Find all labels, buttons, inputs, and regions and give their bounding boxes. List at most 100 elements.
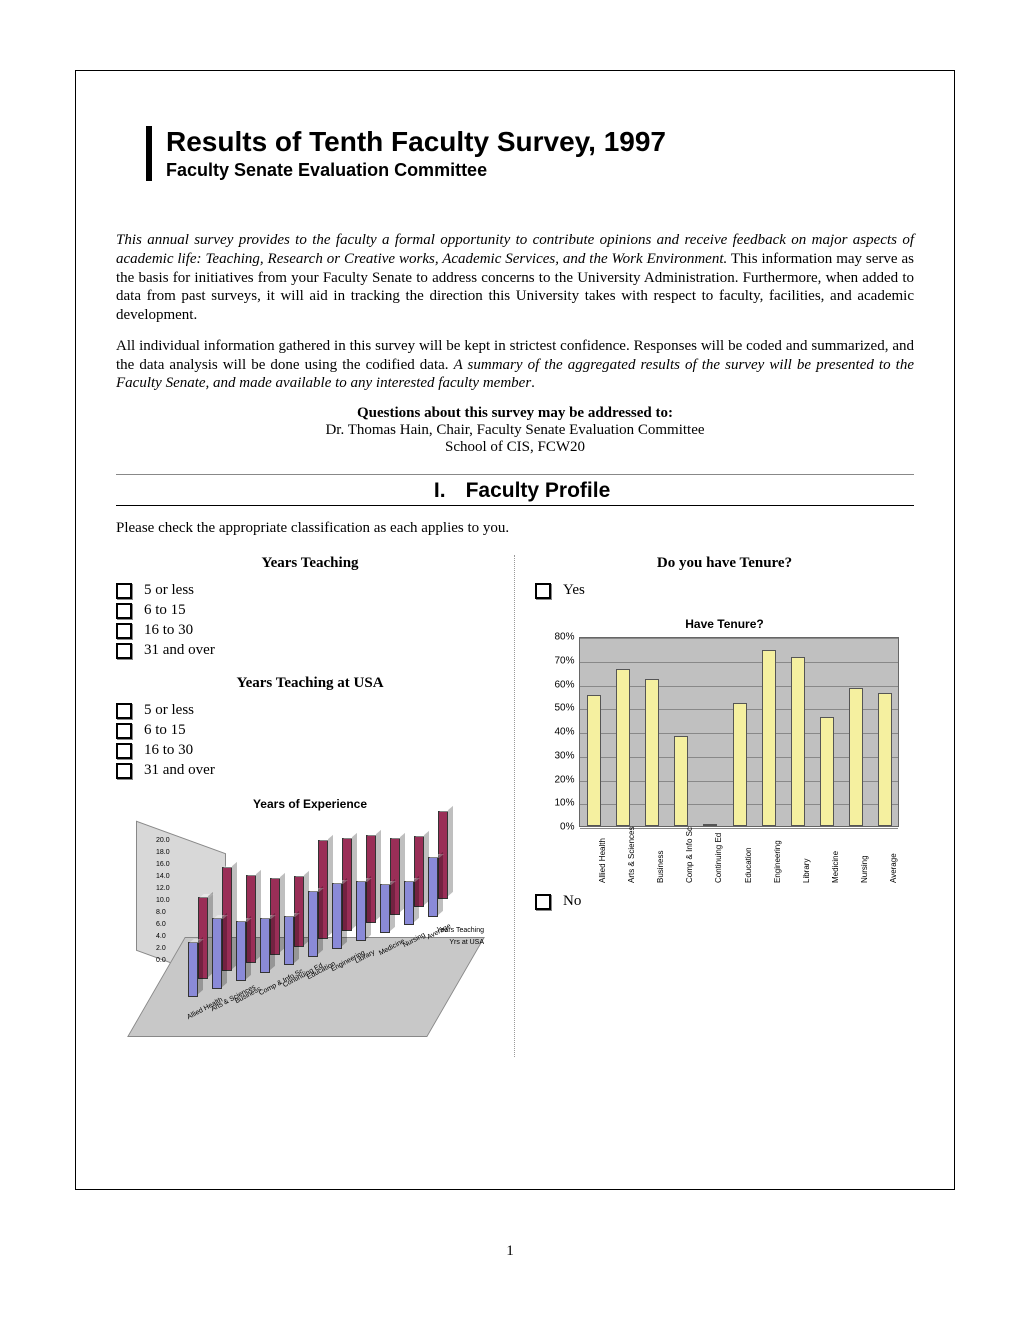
tenure-x-label: Continuing Ed — [714, 833, 723, 883]
exp-y-label: 2.0 — [156, 945, 166, 952]
checkbox-icon[interactable] — [116, 643, 132, 659]
exp-bar-usa — [308, 891, 318, 957]
tenure-bar — [674, 736, 688, 826]
checkbox-row-no[interactable]: No — [535, 893, 914, 910]
exp-y-label: 8.0 — [156, 909, 166, 916]
tenure-x-label: Engineering — [773, 840, 782, 883]
checkbox-row[interactable]: 31 and over — [116, 762, 504, 779]
contact-block: Questions about this survey may be addre… — [116, 405, 914, 456]
years-usa-heading: Years Teaching at USA — [116, 675, 504, 692]
checkbox-icon[interactable] — [116, 703, 132, 719]
intro-p2: All individual information gathered in t… — [116, 337, 914, 393]
checkbox-row[interactable]: 31 and over — [116, 642, 504, 659]
title-main: Results of Tenth Faculty Survey, 1997 — [166, 126, 914, 158]
column-right: Do you have Tenure? Yes Have Tenure? 0% 1… — [515, 555, 914, 1057]
checkbox-row[interactable]: 16 to 30 — [116, 742, 504, 759]
checkbox-row-yes[interactable]: Yes — [535, 582, 914, 599]
tenure-bar — [762, 650, 776, 826]
checkbox-icon[interactable] — [116, 723, 132, 739]
tenure-y-label: 30% — [545, 750, 575, 761]
checkbox-label: 6 to 15 — [144, 722, 186, 739]
exp-y-label: 12.0 — [156, 885, 170, 892]
exp-bar-usa — [236, 921, 246, 982]
checkbox-row[interactable]: 6 to 15 — [116, 602, 504, 619]
tenure-gridline — [580, 638, 898, 639]
exp-y-label: 20.0 — [156, 837, 170, 844]
exp-bar-usa — [260, 918, 270, 973]
exp-series-label: Years Teaching — [437, 927, 484, 934]
exp-bar-usa — [212, 918, 222, 990]
tenure-bar — [703, 824, 717, 826]
exp-bar-usa — [188, 942, 198, 997]
tenure-y-label: 60% — [545, 679, 575, 690]
checkbox-label: 6 to 15 — [144, 602, 186, 619]
tenure-bar — [587, 695, 601, 826]
exp-series-label: Yrs at USA — [449, 939, 484, 946]
checkbox-label: 16 to 30 — [144, 742, 193, 759]
years-teaching-heading: Years Teaching — [116, 555, 504, 572]
checkbox-label: 16 to 30 — [144, 622, 193, 639]
title-block: Results of Tenth Faculty Survey, 1997 Fa… — [146, 126, 914, 181]
title-sub: Faculty Senate Evaluation Committee — [166, 160, 914, 181]
intro-text: This annual survey provides to the facul… — [116, 231, 914, 393]
content-frame: Results of Tenth Faculty Survey, 1997 Fa… — [75, 70, 955, 1190]
checkbox-icon[interactable] — [116, 763, 132, 779]
tenure-y-label: 0% — [545, 822, 575, 833]
tenure-heading: Do you have Tenure? — [535, 555, 914, 572]
checkbox-icon[interactable] — [535, 894, 551, 910]
tenure-y-label: 80% — [545, 632, 575, 643]
section-heading: I. Faculty Profile — [116, 477, 914, 506]
tenure-gridline — [580, 662, 898, 663]
checkbox-icon[interactable] — [116, 583, 132, 599]
contact-heading: Questions about this survey may be addre… — [116, 405, 914, 422]
tenure-y-label: 40% — [545, 727, 575, 738]
exp-bar-usa — [428, 857, 438, 918]
tenure-bar — [616, 669, 630, 826]
intro-p1: This annual survey provides to the facul… — [116, 231, 914, 325]
exp-y-label: 16.0 — [156, 861, 170, 868]
tenure-bar — [645, 679, 659, 826]
checkbox-row[interactable]: 16 to 30 — [116, 622, 504, 639]
exp-bar-usa — [284, 916, 294, 966]
checkbox-row[interactable]: 5 or less — [116, 702, 504, 719]
section-title: Faculty Profile — [466, 479, 611, 502]
contact-line1: Dr. Thomas Hain, Chair, Faculty Senate E… — [116, 422, 914, 439]
checkbox-label: No — [563, 893, 581, 910]
tenure-x-label: Average — [889, 853, 898, 883]
checkbox-label: 31 and over — [144, 642, 215, 659]
exp-bar-usa — [332, 883, 342, 949]
checkbox-icon[interactable] — [116, 743, 132, 759]
tenure-x-label: Arts & Sciences — [627, 827, 636, 883]
section-number: I. — [420, 479, 460, 503]
checkbox-row[interactable]: 6 to 15 — [116, 722, 504, 739]
checkbox-label: Yes — [563, 582, 585, 599]
column-left: Years Teaching 5 or less 6 to 15 16 to 3… — [116, 555, 515, 1057]
tenure-bar — [733, 703, 747, 827]
tenure-y-label: 70% — [545, 655, 575, 666]
checkbox-icon[interactable] — [116, 603, 132, 619]
tenure-plot-area — [579, 637, 899, 827]
exp-y-label: 14.0 — [156, 873, 170, 880]
tenure-y-label: 10% — [545, 798, 575, 809]
checkbox-label: 5 or less — [144, 582, 194, 599]
tenure-x-label: Nursing — [860, 855, 869, 883]
exp-bar-usa — [356, 881, 366, 942]
page-number: 1 — [0, 1243, 1020, 1260]
checkbox-icon[interactable] — [116, 623, 132, 639]
checkbox-label: 31 and over — [144, 762, 215, 779]
checkbox-icon[interactable] — [535, 583, 551, 599]
tenure-x-label: Medicine — [831, 851, 840, 883]
tenure-chart-title: Have Tenure? — [535, 617, 914, 631]
checkbox-row[interactable]: 5 or less — [116, 582, 504, 599]
two-columns: Years Teaching 5 or less 6 to 15 16 to 3… — [116, 555, 914, 1057]
tenure-x-label: Education — [744, 847, 753, 883]
tenure-y-label: 50% — [545, 703, 575, 714]
exp-bar-usa — [404, 881, 414, 925]
contact-line2: School of CIS, FCW20 — [116, 439, 914, 456]
exp-y-label: 4.0 — [156, 933, 166, 940]
tenure-x-label: Library — [802, 859, 811, 883]
tenure-y-label: 20% — [545, 774, 575, 785]
tenure-x-label: Business — [656, 851, 665, 883]
section-instruction: Please check the appropriate classificat… — [116, 520, 914, 537]
exp-y-label: 18.0 — [156, 849, 170, 856]
